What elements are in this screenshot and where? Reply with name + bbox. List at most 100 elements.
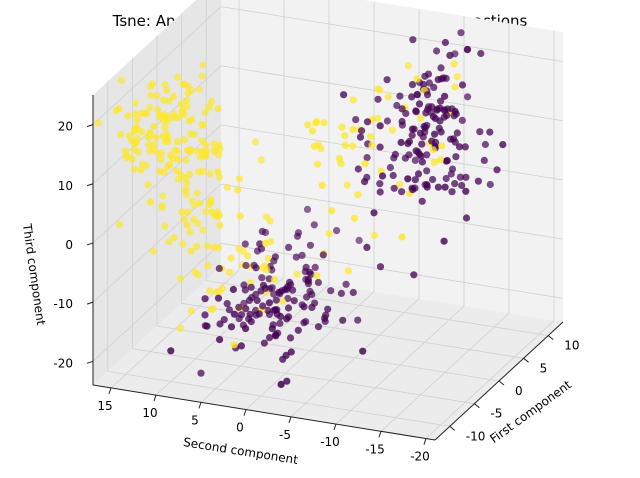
point-class-0 [342, 280, 350, 288]
point-class-0 [376, 263, 385, 271]
point-class-0 [441, 38, 449, 47]
point-class-0 [386, 163, 394, 172]
point-class-1 [310, 142, 318, 150]
point-class-0 [363, 243, 371, 251]
point-class-0 [455, 143, 464, 151]
grid-line-z-left [92, 6, 222, 125]
point-class-0 [423, 181, 431, 189]
point-class-1 [313, 272, 321, 280]
point-class-1 [214, 168, 222, 176]
point-class-0 [256, 240, 264, 248]
point-class-1 [262, 239, 270, 247]
scatter-points [94, 29, 507, 388]
point-class-1 [146, 198, 154, 206]
point-class-0 [480, 156, 488, 164]
y-tick-label: 15 [97, 399, 112, 413]
x-tick-label: -10 [466, 429, 486, 443]
point-class-0 [246, 310, 254, 318]
point-class-0 [201, 311, 209, 319]
point-class-0 [458, 181, 466, 190]
point-class-1 [173, 167, 181, 175]
point-class-1 [210, 140, 218, 148]
point-class-1 [223, 183, 232, 191]
point-class-1 [169, 92, 177, 100]
y-tick-label: -5 [279, 428, 291, 442]
point-class-0 [474, 177, 482, 185]
point-class-1 [164, 133, 172, 142]
point-class-0 [277, 380, 285, 388]
point-class-0 [355, 236, 363, 244]
point-class-0 [272, 296, 280, 304]
point-class-1 [174, 73, 182, 81]
point-class-0 [242, 261, 250, 270]
point-class-1 [257, 156, 265, 164]
point-class-1 [214, 105, 222, 113]
point-class-0 [376, 180, 384, 188]
point-class-0 [434, 76, 442, 84]
point-class-0 [412, 108, 420, 116]
point-class-1 [354, 191, 362, 199]
point-class-1 [313, 160, 322, 168]
point-class-0 [247, 318, 255, 326]
z-tick-mark [86, 242, 94, 246]
point-class-0 [363, 118, 372, 126]
point-class-1 [187, 307, 195, 315]
point-class-1 [146, 128, 154, 137]
point-class-0 [441, 92, 449, 100]
point-class-0 [319, 251, 327, 259]
grid-line-z-back [220, 6, 564, 62]
point-class-1 [417, 114, 425, 122]
point-class-0 [300, 303, 308, 311]
point-class-1 [171, 146, 179, 154]
point-class-0 [284, 304, 293, 312]
point-class-0 [462, 187, 470, 195]
x-tick-label: 10 [564, 339, 579, 353]
point-class-0 [216, 336, 224, 344]
grid-lines [92, 0, 564, 439]
grid-line-z-left [92, 124, 222, 244]
point-class-0 [422, 109, 430, 117]
point-class-1 [230, 341, 238, 349]
point-class-1 [179, 240, 187, 248]
point-class-0 [383, 76, 391, 84]
point-class-0 [303, 205, 312, 213]
point-class-0 [257, 287, 265, 295]
point-class-0 [430, 83, 438, 91]
point-class-0 [410, 271, 418, 279]
point-class-1 [131, 99, 140, 107]
point-class-1 [318, 181, 326, 189]
grid-line-z-back [220, 183, 564, 240]
point-class-0 [456, 173, 464, 181]
point-class-0 [354, 316, 362, 324]
y-tick-mark [333, 423, 337, 431]
z-tick-mark [86, 301, 94, 305]
z-tick-label: -20 [53, 356, 73, 370]
point-class-1 [208, 97, 216, 105]
point-class-0 [247, 283, 255, 291]
point-class-1 [202, 208, 210, 216]
point-class-0 [458, 81, 467, 89]
point-class-1 [370, 231, 378, 239]
z-tick-mark [86, 360, 94, 364]
point-class-0 [223, 300, 231, 308]
point-class-0 [437, 64, 445, 72]
point-class-0 [419, 80, 428, 89]
point-class-0 [264, 306, 272, 314]
point-class-1 [121, 147, 129, 155]
point-class-1 [211, 212, 219, 220]
point-class-1 [153, 105, 162, 114]
point-class-1 [142, 161, 150, 169]
y-tick-label: 0 [236, 421, 244, 435]
point-class-0 [276, 319, 284, 327]
grid-line-x-floor [107, 370, 450, 427]
point-class-0 [314, 278, 322, 287]
point-class-0 [420, 122, 428, 131]
point-class-1 [138, 109, 146, 117]
point-class-0 [448, 165, 457, 173]
point-class-1 [179, 80, 187, 88]
point-class-1 [180, 136, 188, 144]
point-class-0 [493, 166, 501, 174]
point-class-1 [216, 221, 224, 229]
grid-line-z-left [92, 243, 222, 362]
point-class-1 [218, 284, 226, 293]
